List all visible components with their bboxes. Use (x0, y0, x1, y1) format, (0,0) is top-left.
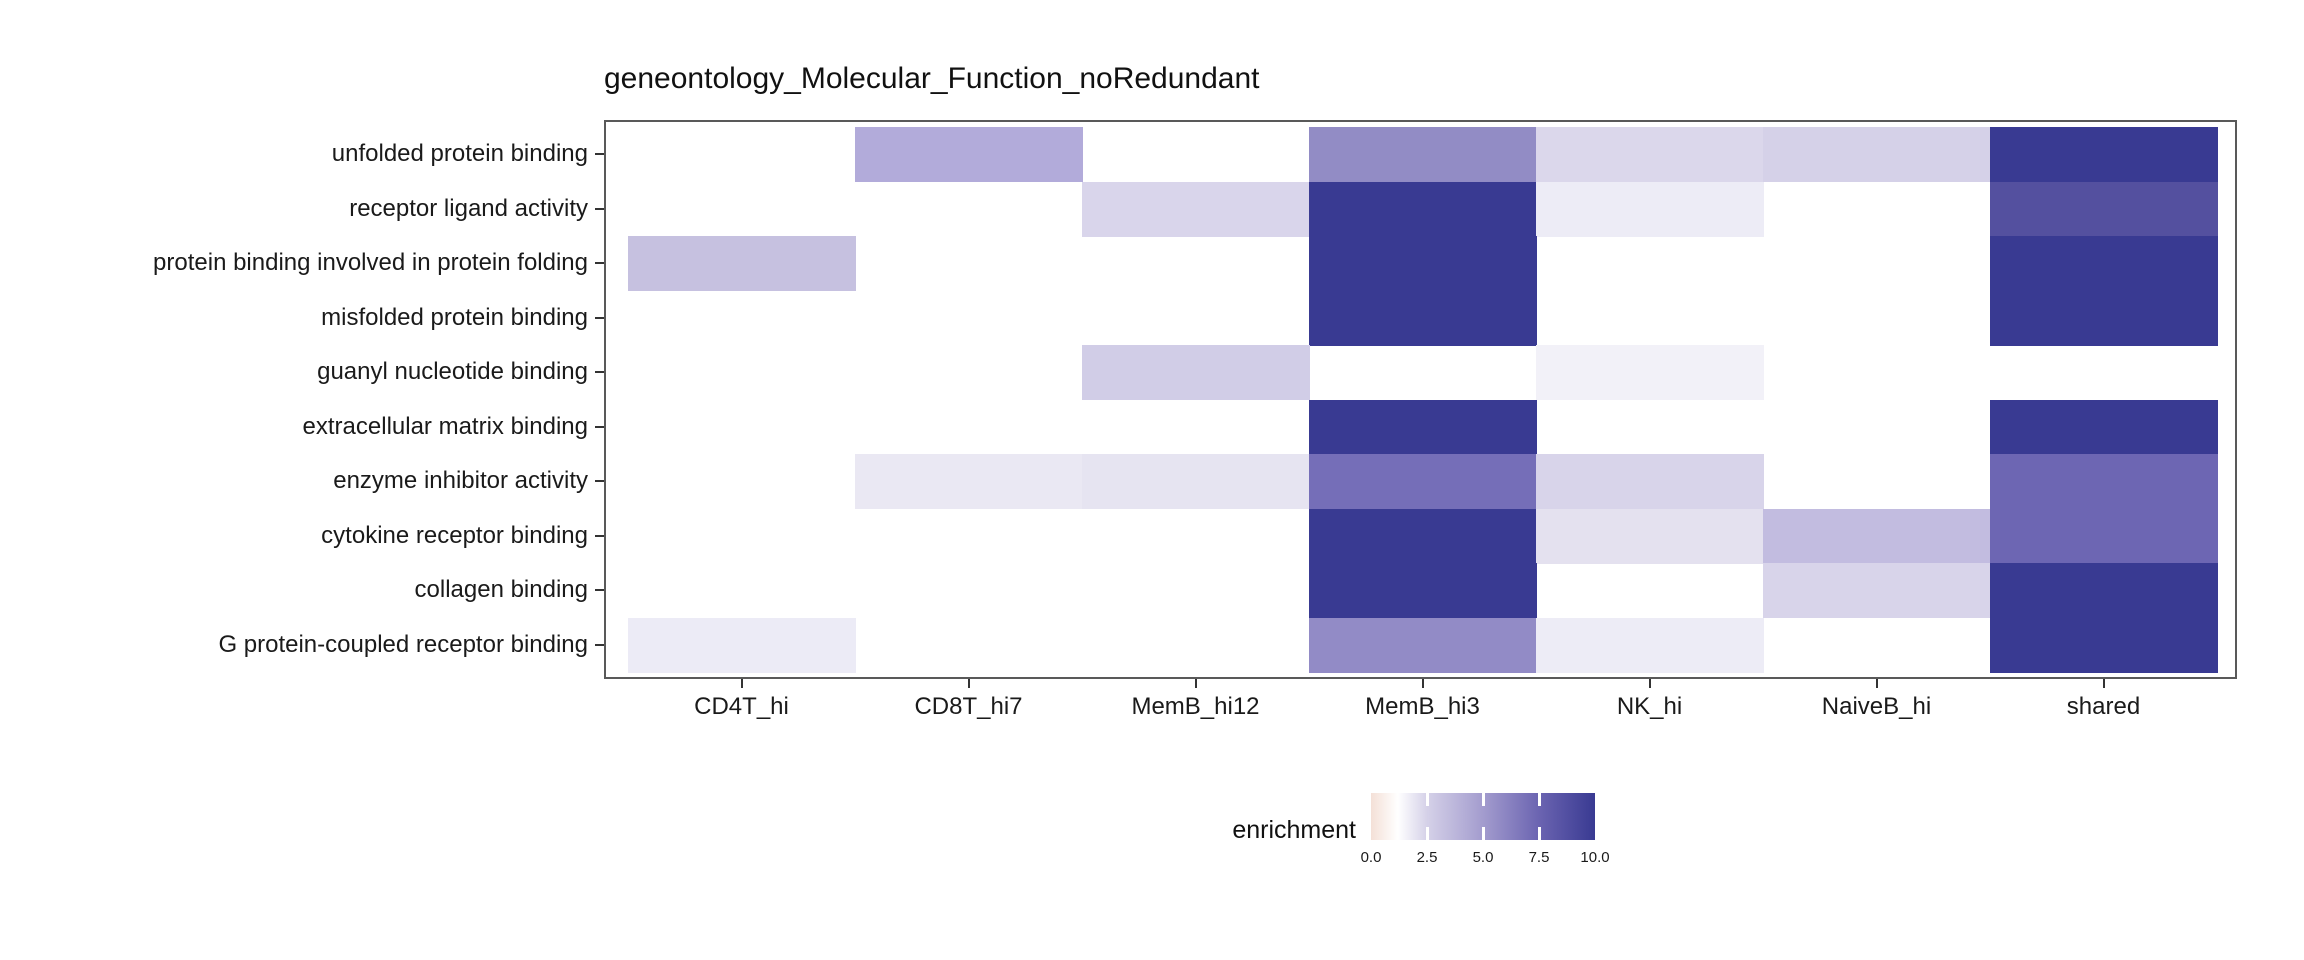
legend-tick-label: 10.0 (1580, 849, 1610, 866)
x-axis-label: CD4T_hi (694, 693, 789, 720)
y-axis-tick (595, 480, 604, 483)
y-axis-tick (595, 262, 604, 265)
heatmap-cell (1536, 127, 1764, 182)
heatmap-cell (1536, 181, 1764, 237)
heatmap-cell (855, 454, 1083, 509)
heatmap-cell (1082, 454, 1310, 509)
legend-tick-label: 7.5 (1528, 849, 1550, 866)
y-axis-label: G protein-coupled receptor binding (218, 630, 588, 658)
y-axis-label: protein binding involved in protein fold… (153, 249, 588, 277)
heatmap-panel (604, 120, 2237, 679)
y-axis-tick (595, 316, 604, 319)
y-axis-label: receptor ligand activity (349, 194, 588, 222)
heatmap-cell (1309, 563, 1537, 618)
heatmap-cell (1536, 508, 1764, 564)
legend-tick-mark (1537, 827, 1541, 840)
heatmap-cell (1990, 399, 2218, 455)
heatmap-cell (1763, 563, 1991, 618)
heatmap-cell (1990, 181, 2218, 237)
heatmap-cell (1309, 399, 1537, 455)
y-axis-label: guanyl nucleotide binding (317, 358, 588, 386)
heatmap-cell (1990, 127, 2218, 182)
heatmap-cell (1990, 617, 2218, 673)
heatmap-cell (1990, 236, 2218, 291)
heatmap-cell (1763, 508, 1991, 564)
legend-tick-mark (1425, 827, 1429, 840)
y-axis-tick (595, 589, 604, 592)
legend-tick-mark (1481, 827, 1485, 840)
heatmap-cell (1990, 454, 2218, 509)
y-axis-label: unfolded protein binding (331, 140, 588, 168)
x-axis-label: MemB_hi12 (1131, 693, 1260, 720)
plot-title: geneontology_Molecular_Function_noRedund… (604, 62, 1260, 95)
heatmap-cell (1536, 454, 1764, 509)
heatmap-cell (1082, 345, 1310, 400)
y-axis-label: cytokine receptor binding (321, 521, 588, 549)
heatmap-cell (1536, 617, 1764, 673)
heatmap-cell (1763, 127, 1991, 182)
y-axis-label: misfolded protein binding (321, 303, 588, 331)
x-axis-label: NK_hi (1616, 693, 1683, 720)
y-axis-label: collagen binding (414, 576, 588, 604)
heatmap-cell (628, 617, 856, 673)
heatmap-cell (855, 127, 1083, 182)
heatmap-cell (628, 236, 856, 291)
y-axis-tick (595, 534, 604, 537)
x-axis-tick (1648, 679, 1651, 688)
legend-tick-mark (1537, 793, 1541, 806)
legend-colorbar (1371, 793, 1595, 840)
legend-tick-mark (1481, 793, 1485, 806)
y-axis-tick (595, 371, 604, 374)
y-axis-label: extracellular matrix binding (302, 412, 588, 440)
heatmap-cell (1309, 508, 1537, 564)
heatmap-cell (1309, 617, 1537, 673)
x-axis-tick (1421, 679, 1424, 688)
y-axis-tick (595, 207, 604, 210)
y-axis-tick (595, 425, 604, 428)
heatmap-cell (1309, 127, 1537, 182)
x-axis-tick (1875, 679, 1878, 688)
x-axis-tick (1194, 679, 1197, 688)
x-axis-label: CD8T_hi7 (914, 693, 1023, 720)
x-axis-tick (740, 679, 743, 688)
heatmap-cell (1309, 236, 1537, 291)
legend-tick-label: 0.0 (1360, 849, 1382, 866)
x-axis-tick (2102, 679, 2105, 688)
y-axis-tick (595, 153, 604, 156)
heatmap-cell (1536, 345, 1764, 400)
heatmap-cell (1309, 454, 1537, 509)
y-axis-label: enzyme inhibitor activity (333, 467, 588, 495)
legend-tick-mark (1425, 793, 1429, 806)
legend-title: enrichment (1232, 816, 1356, 844)
heatmap-cell (1309, 181, 1537, 237)
x-axis-label: NaiveB_hi (1821, 693, 1932, 720)
heatmap-cell (1082, 181, 1310, 237)
y-axis-tick (595, 643, 604, 646)
heatmap-cell (1990, 508, 2218, 564)
legend-tick-label: 2.5 (1416, 849, 1438, 866)
heatmap-cell (1990, 290, 2218, 346)
x-axis-label: MemB_hi3 (1365, 693, 1480, 720)
legend-tick-label: 5.0 (1472, 849, 1494, 866)
heatmap-cell (1990, 563, 2218, 618)
heatmap-cell (1309, 290, 1537, 346)
x-axis-label: shared (2066, 693, 2141, 720)
x-axis-tick (967, 679, 970, 688)
